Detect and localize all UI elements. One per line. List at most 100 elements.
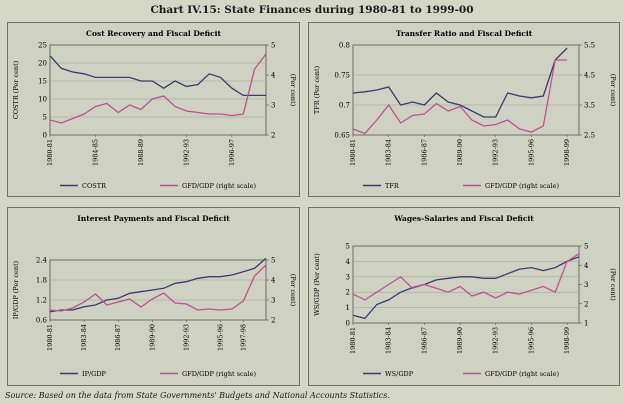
y-tick-label: 0.7 [339, 102, 350, 110]
y2-tick-label: 2.5 [584, 132, 595, 140]
x-tick-label: 1986-87 [114, 324, 122, 351]
legend-label: GFD/GDP (right scale) [485, 370, 559, 378]
chart-panel-cost-recovery: Cost Recovery and Fiscal Deficit 0 5 10 15 20… [7, 22, 300, 197]
y-axis-label: WS/GDP (Per cent) [313, 253, 321, 316]
y-tick-label: 0.75 [334, 72, 350, 80]
chart-transfer-ratio: Transfer Ratio and Fiscal Deficit 0.65 0.7… [313, 29, 617, 190]
plot-area [352, 245, 580, 324]
x-tick-label: 1984-85 [91, 139, 99, 166]
plot-area [49, 44, 267, 136]
y-tick-label: 0.65 [334, 132, 350, 140]
y-tick-label: 0.6 [36, 317, 48, 325]
x-tick-label: 1992-93 [492, 327, 500, 354]
chart-title: Cost Recovery and Fiscal Deficit [86, 29, 221, 38]
y-axis-label: TFR (Per cent) [313, 65, 321, 114]
page-title: Chart IV.15: State Finances during 1980-… [150, 4, 474, 16]
chart-interest-payments: Interest Payments and Fiscal Deficit0.61… [12, 214, 297, 378]
x-tick-label: 1986-87 [420, 327, 428, 354]
x-tick-label: 1980-81 [46, 324, 54, 351]
y2-axis-label: (Per cent) [289, 74, 297, 107]
x-tick-label: 1988-89 [137, 139, 145, 166]
series-line-gfd-gdp [49, 264, 267, 312]
legend-label: GFD/GDP (right scale) [182, 370, 256, 378]
x-tick-label: 1998-99 [563, 139, 571, 166]
y2-tick-label: 3 [271, 297, 275, 305]
y2-tick-label: 2 [271, 317, 275, 325]
chart-panel-interest-payments: Interest Payments and Fiscal Deficit 0.6 1… [7, 207, 300, 386]
y-tick-label: 0.8 [339, 42, 350, 50]
y-tick-label: 15 [38, 78, 47, 86]
legend-label: COSTR [82, 182, 107, 190]
x-tick-label: 1992-93 [182, 139, 190, 166]
y2-tick-label: 2 [271, 132, 275, 140]
chart-panel-wages-salaries: Wages-Salaries and Fiscal Deficit 0 1 2 3 4 5 1… [308, 207, 620, 386]
y-tick-label: 4 [346, 258, 351, 266]
y-tick-label: 1 [346, 304, 350, 312]
y2-tick-label: 4.5 [584, 72, 595, 80]
x-tick-label: 1992-93 [182, 324, 190, 351]
x-tick-label: 1992-93 [492, 139, 500, 166]
y-tick-label: 1.8 [36, 277, 47, 285]
x-tick-label: 1997-98 [239, 324, 247, 351]
series-line-primary [49, 55, 266, 97]
y-tick-label: 10 [38, 96, 47, 104]
y-axis-label: COSTR (Per cent) [12, 60, 20, 119]
chart-title: Interest Payments and Fiscal Deficit [77, 214, 230, 223]
y2-tick-label: 5.5 [584, 42, 595, 50]
series-line-primary [49, 257, 267, 313]
series-line-gfd-gdp [352, 253, 580, 301]
legend-label: WS/GDP [385, 370, 414, 378]
chart-cost-recovery: Cost Recovery and Fiscal Deficit 0 5 10 15 20… [12, 29, 297, 190]
source-note: Source: Based on the data from State Gov… [5, 391, 390, 400]
x-tick-label: 1986-87 [420, 139, 428, 166]
y-tick-label: 2.4 [36, 257, 48, 265]
legend-label: IP/GDP [82, 370, 107, 378]
y-tick-label: 1.2 [36, 297, 47, 305]
y2-tick-label: 4 [584, 262, 589, 270]
y2-tick-label: 3 [584, 281, 588, 289]
x-tick-label: 1980-81 [349, 327, 357, 354]
x-tick-label: 1995-96 [527, 139, 535, 166]
y-tick-label: 3 [346, 273, 350, 281]
y-tick-label: 20 [38, 60, 47, 68]
chart-panel-transfer-ratio: Transfer Ratio and Fiscal Deficit 0.65 0.7… [308, 22, 620, 197]
plot-area [49, 259, 267, 321]
x-tick-label: 1989-90 [456, 327, 464, 354]
chart-title: Wages-Salaries and Fiscal Deficit [393, 214, 534, 223]
x-tick-label: 1989-90 [456, 139, 464, 166]
x-tick-label: 1980-81 [46, 139, 54, 166]
x-tick-label: 1995-96 [527, 327, 535, 354]
y-tick-label: 0 [346, 320, 350, 328]
x-tick-label: 1998-99 [563, 327, 571, 354]
plot-area [352, 44, 580, 136]
x-tick-label: 1983-84 [385, 139, 393, 166]
series-line-primary [352, 47, 568, 118]
y2-tick-label: 5 [271, 42, 275, 50]
y2-tick-label: 1 [584, 320, 588, 328]
y2-tick-label: 5 [271, 257, 275, 265]
series-line-gfd-gdp [352, 59, 568, 135]
series-line-gfd-gdp [49, 53, 267, 124]
y-tick-label: 25 [38, 42, 47, 50]
y-tick-label: 0 [43, 132, 47, 140]
x-tick-label: 1995-96 [217, 324, 225, 351]
y2-axis-label: (Per cent) [609, 268, 617, 301]
y2-tick-label: 2 [584, 300, 588, 308]
x-tick-label: 1983-84 [385, 327, 393, 354]
y2-tick-label: 4 [271, 72, 276, 80]
y2-tick-label: 5 [584, 243, 588, 251]
y2-tick-label: 3.5 [584, 102, 595, 110]
chart-wages-salaries: Wages-Salaries and Fiscal Deficit 0 1 2 3 4 5 1… [313, 214, 617, 378]
legend-label: TFR [385, 182, 400, 190]
x-tick-label: 1996-97 [228, 139, 236, 166]
y-tick-label: 2 [346, 289, 350, 297]
y-tick-label: 5 [43, 114, 47, 122]
series-line-primary [352, 256, 580, 320]
legend-label: GFD/GDP (right scale) [485, 182, 559, 190]
x-tick-label: 1983-84 [80, 324, 88, 351]
x-tick-label: 1989-90 [148, 324, 156, 351]
chart-title: Transfer Ratio and Fiscal Deficit [396, 29, 533, 38]
y2-axis-label: (Per cent) [289, 274, 297, 307]
legend-label: GFD/GDP (right scale) [182, 182, 256, 190]
y2-axis-label: (Per cent) [609, 74, 617, 107]
